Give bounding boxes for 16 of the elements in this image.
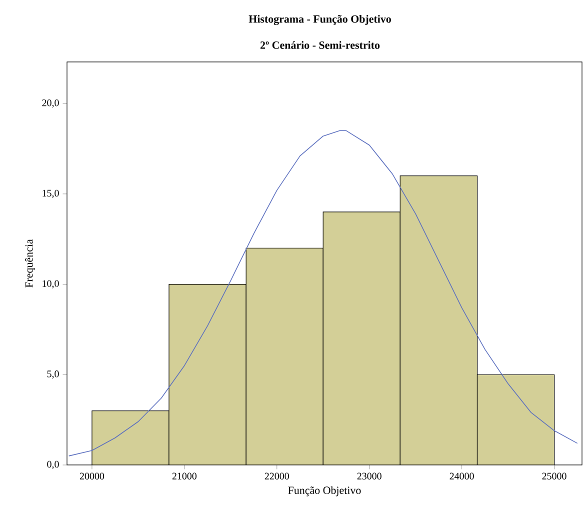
x-tick-label: 20000 [80,472,104,480]
chart-title: Histograma - Função Objetivo [248,14,391,26]
y-tick-label: 10,0 [42,280,59,288]
x-tick-label: 21000 [172,472,197,480]
chart-subtitle: 2º Cenário - Semi-restrito [260,41,380,49]
x-tick-label: 25000 [542,472,566,480]
line-series [68,130,578,456]
x-tick-label: 22000 [264,472,289,480]
y-tick-label: 20,0 [42,99,59,108]
y-axis-title: Frequência [25,239,35,288]
x-tick-label: 23000 [357,472,382,480]
x-tick-label: 24000 [450,472,474,480]
y-tick-label: 0,0 [47,460,59,470]
y-tick-label: 5,0 [47,370,59,379]
y-tick-label: 15,0 [42,190,59,198]
x-axis-title: Função Objetivo [288,486,361,496]
